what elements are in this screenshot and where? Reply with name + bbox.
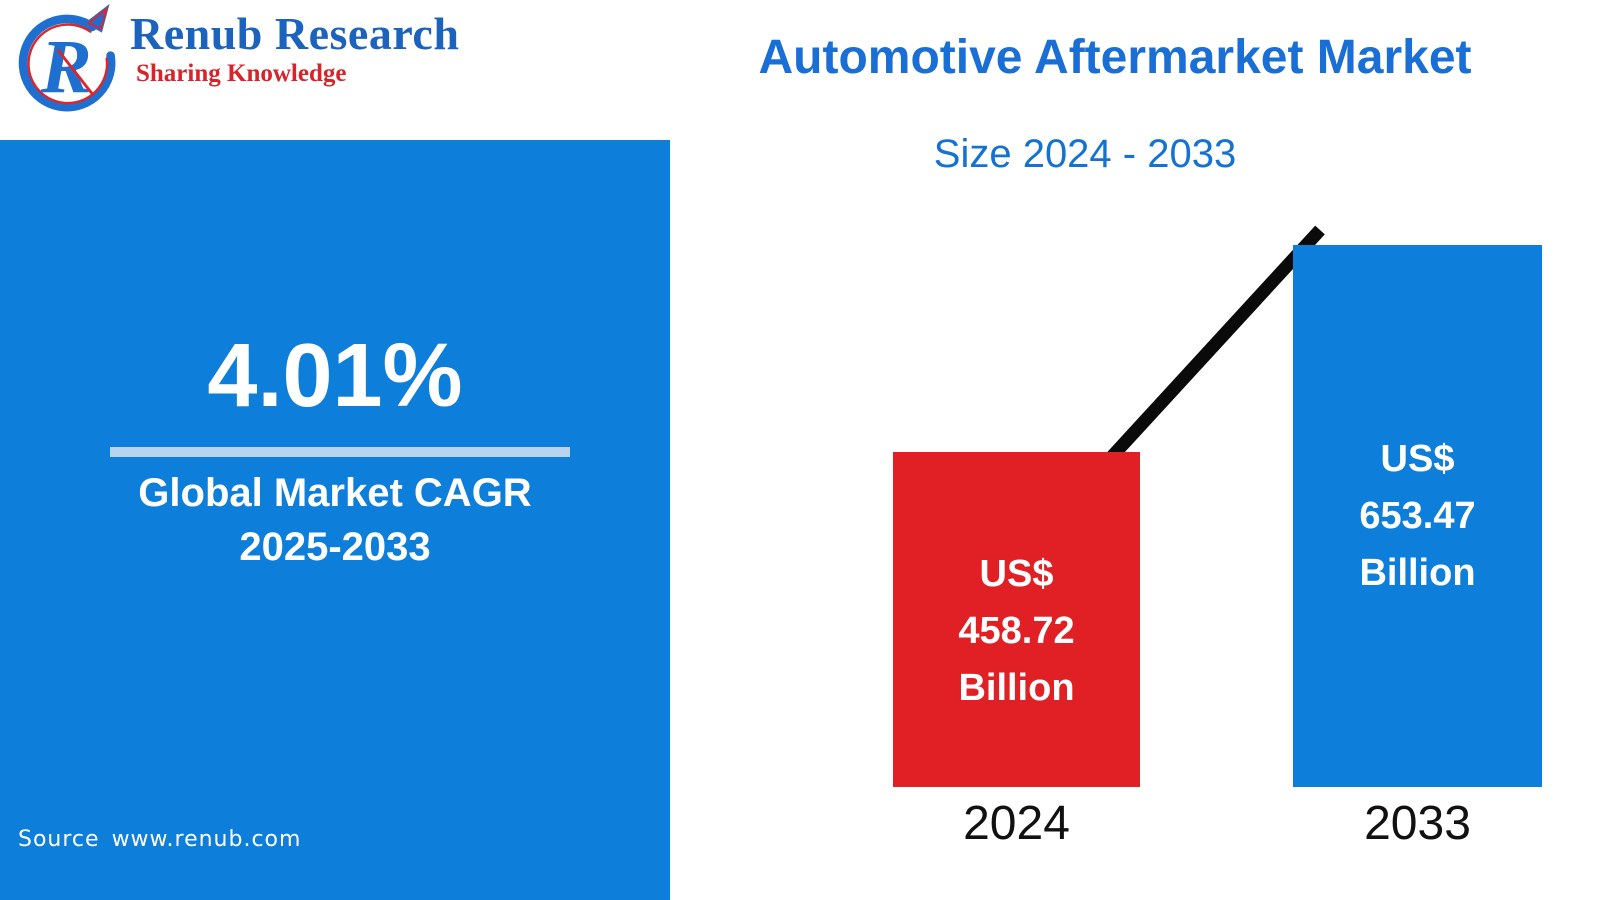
- cagr-label-line1: Global Market CAGR: [138, 471, 532, 515]
- bar-2024: US$ 458.72 Billion: [893, 452, 1140, 787]
- renub-logo-icon: R: [18, 3, 116, 112]
- cagr-panel: 4.01% Global Market CAGR 2025-2033 Sourc…: [0, 140, 670, 900]
- cagr-label-line2: 2025-2033: [239, 525, 431, 569]
- renub-logo: R: [8, 2, 123, 117]
- source-note: Source www.renub.com: [18, 827, 301, 852]
- source-label: Source: [18, 827, 100, 852]
- bar-2033-value-line3: Billion: [1359, 551, 1476, 594]
- divider-line: [110, 447, 570, 457]
- page-title: Automotive Aftermarket Market: [758, 31, 1472, 84]
- cagr-value: 4.01%: [207, 326, 463, 426]
- bar-2024-value-line2: 458.72: [958, 610, 1075, 652]
- bar-2033-value: US$ 653.47 Billion: [1359, 431, 1475, 602]
- bar-2024-value-line1: US$: [979, 553, 1054, 595]
- cagr-label: Global Market CAGR 2025-2033: [0, 466, 670, 574]
- bar-2033-value-line2: 653.47: [1359, 494, 1476, 537]
- bar-2033-value-line1: US$: [1380, 437, 1455, 480]
- bar-2024-value-line3: Billion: [958, 667, 1075, 709]
- growth-line-segment: [1090, 225, 1325, 480]
- brand-name: Renub Research: [130, 8, 460, 59]
- svg-text:R: R: [40, 24, 92, 109]
- bar-2033: US$ 653.47 Billion: [1293, 245, 1542, 787]
- bar-2024-value: US$ 458.72 Billion: [958, 546, 1074, 717]
- axis-label-2024: 2024: [963, 797, 1070, 850]
- source-url: www.renub.com: [111, 827, 302, 852]
- page-subtitle: Size 2024 - 2033: [933, 132, 1237, 176]
- brand-block: Renub Research Sharing Knowledge: [130, 8, 459, 88]
- brand-tagline: Sharing Knowledge: [136, 60, 347, 87]
- axis-label-2033: 2033: [1364, 797, 1471, 850]
